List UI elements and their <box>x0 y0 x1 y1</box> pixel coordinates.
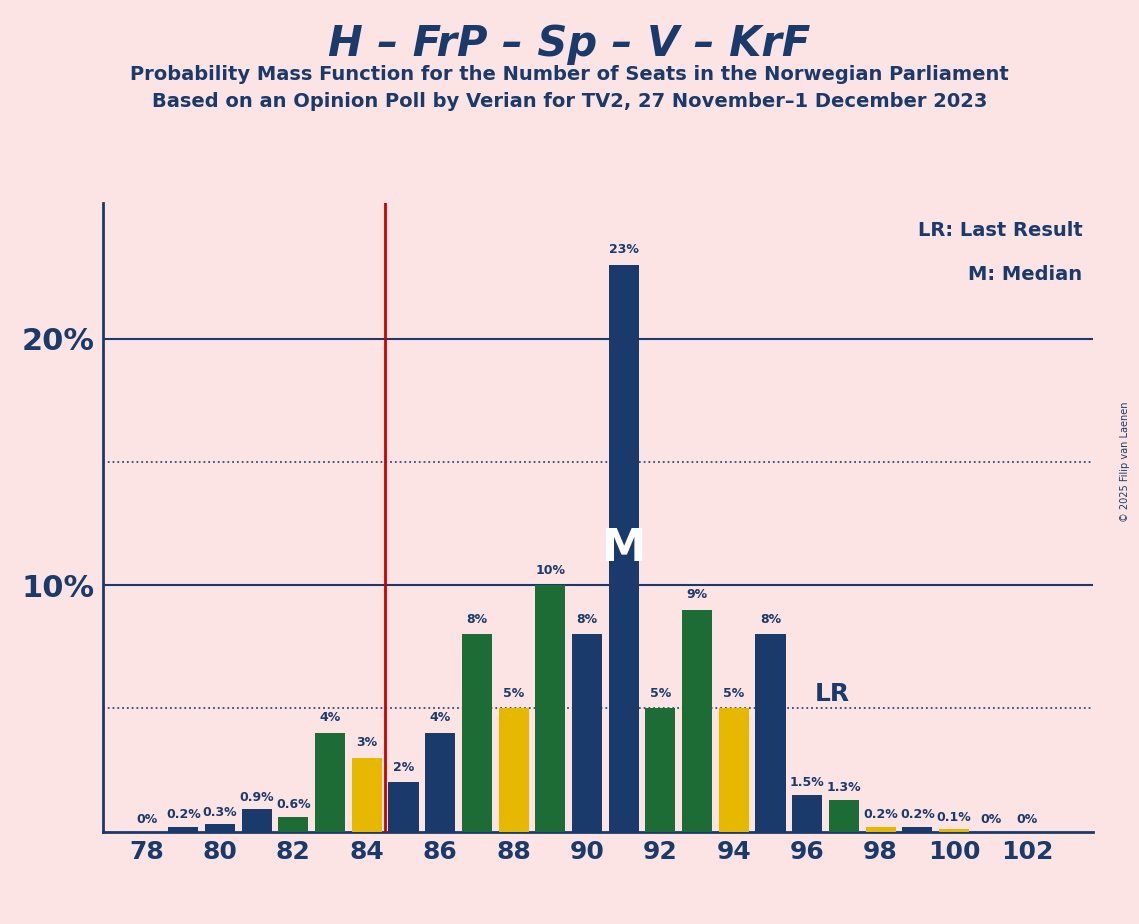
Bar <box>278 817 309 832</box>
Bar <box>316 733 345 832</box>
Text: 5%: 5% <box>649 687 671 699</box>
Text: 9%: 9% <box>687 589 707 602</box>
Bar <box>755 635 786 832</box>
Text: 0.9%: 0.9% <box>239 791 274 804</box>
Text: M: Median: M: Median <box>968 265 1082 284</box>
Text: 8%: 8% <box>576 613 598 626</box>
Text: 0.2%: 0.2% <box>900 808 935 821</box>
Text: 8%: 8% <box>466 613 487 626</box>
Text: © 2025 Filip van Laenen: © 2025 Filip van Laenen <box>1121 402 1130 522</box>
Bar <box>572 635 603 832</box>
Bar <box>902 827 933 832</box>
Text: 10%: 10% <box>535 564 565 577</box>
Text: Probability Mass Function for the Number of Seats in the Norwegian Parliament: Probability Mass Function for the Number… <box>130 65 1009 84</box>
Text: 5%: 5% <box>723 687 745 699</box>
Text: 8%: 8% <box>760 613 781 626</box>
Text: 23%: 23% <box>608 243 639 256</box>
Text: 3%: 3% <box>357 736 377 749</box>
Text: 4%: 4% <box>319 711 341 724</box>
Bar <box>646 709 675 832</box>
Text: 0.2%: 0.2% <box>166 808 200 821</box>
Text: 4%: 4% <box>429 711 451 724</box>
Bar <box>719 709 748 832</box>
Text: 0.6%: 0.6% <box>276 798 311 811</box>
Text: 0.1%: 0.1% <box>936 810 972 823</box>
Bar <box>608 265 639 832</box>
Text: 0%: 0% <box>980 813 1001 826</box>
Text: 0.3%: 0.3% <box>203 806 237 819</box>
Text: M: M <box>601 527 646 570</box>
Text: LR: Last Result: LR: Last Result <box>918 221 1082 239</box>
Bar <box>388 783 418 832</box>
Bar <box>499 709 528 832</box>
Bar <box>461 635 492 832</box>
Text: 0.2%: 0.2% <box>863 808 898 821</box>
Bar <box>792 795 822 832</box>
Text: 1.3%: 1.3% <box>827 781 861 794</box>
Bar <box>205 824 235 832</box>
Bar <box>829 799 859 832</box>
Text: 1.5%: 1.5% <box>789 776 825 789</box>
Bar <box>425 733 456 832</box>
Text: Based on an Opinion Poll by Verian for TV2, 27 November–1 December 2023: Based on an Opinion Poll by Verian for T… <box>151 92 988 112</box>
Text: 2%: 2% <box>393 760 415 773</box>
Bar <box>866 827 895 832</box>
Bar <box>939 829 969 832</box>
Text: 5%: 5% <box>503 687 524 699</box>
Bar <box>535 585 565 832</box>
Bar <box>682 610 712 832</box>
Bar <box>241 809 272 832</box>
Text: 0%: 0% <box>136 813 157 826</box>
Bar <box>352 758 382 832</box>
Text: H – FrP – Sp – V – KrF: H – FrP – Sp – V – KrF <box>328 23 811 65</box>
Text: 0%: 0% <box>1017 813 1038 826</box>
Bar <box>169 827 198 832</box>
Text: LR: LR <box>814 682 850 706</box>
